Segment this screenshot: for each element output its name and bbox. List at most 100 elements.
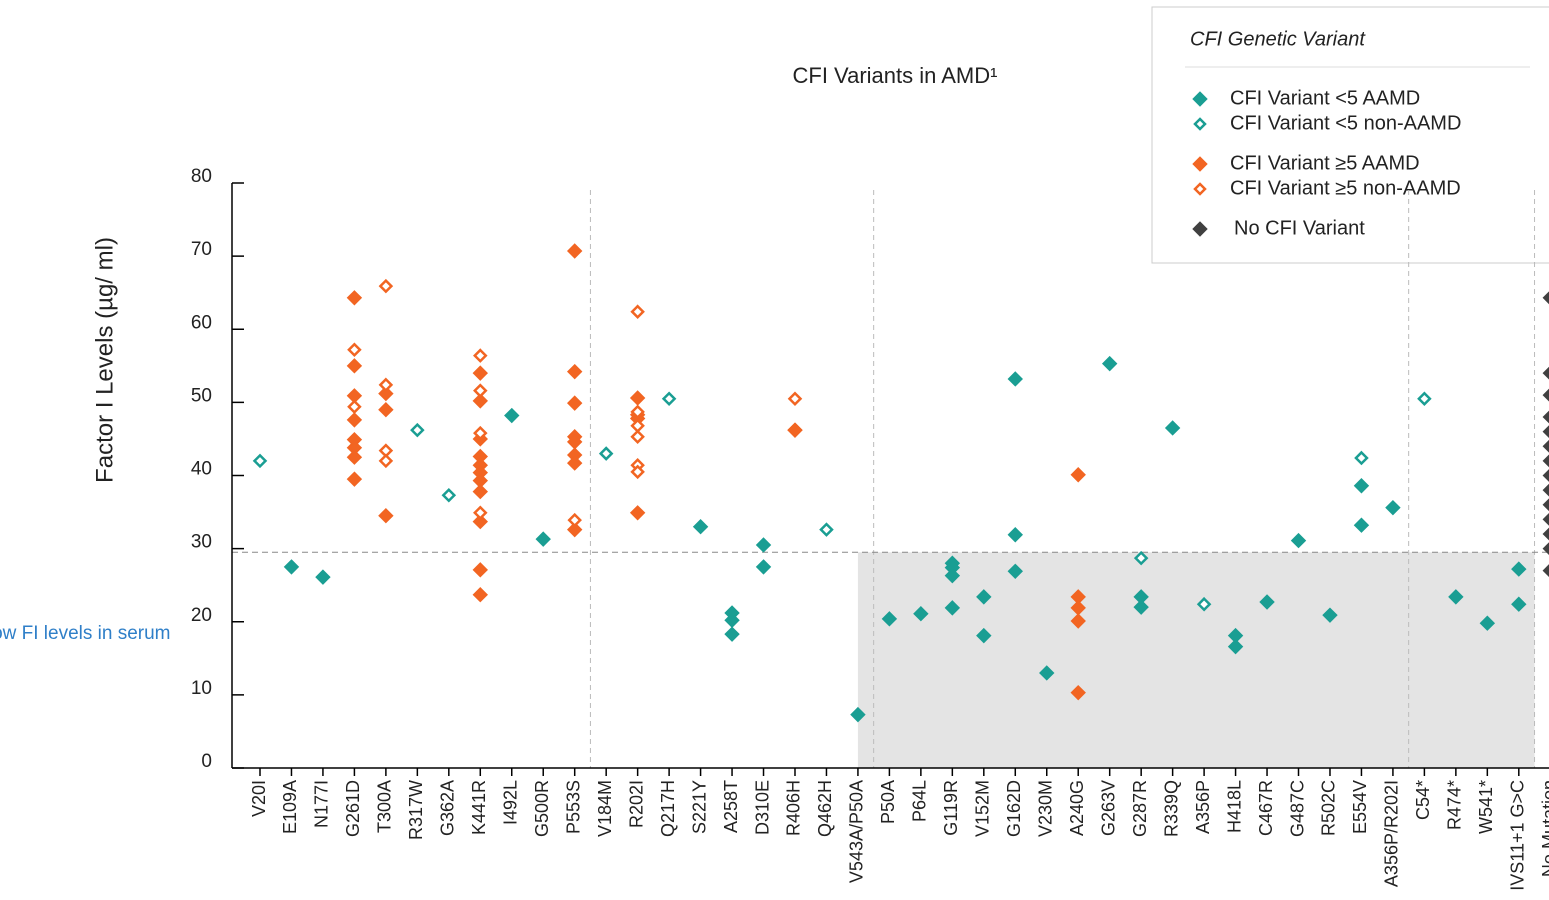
data-point xyxy=(472,483,488,500)
data-point xyxy=(566,243,583,259)
data-point xyxy=(252,453,268,469)
data-point xyxy=(346,290,363,306)
x-tick-label: A356P/R202I xyxy=(1382,780,1402,887)
data-point xyxy=(1542,498,1549,512)
data-point xyxy=(346,358,363,374)
data-point xyxy=(347,342,362,357)
data-point xyxy=(1385,499,1401,516)
legend-label: CFI Variant <5 non-AAMD xyxy=(1230,112,1461,134)
legend-label: CFI Variant ≥5 AAMD xyxy=(1230,152,1420,174)
data-point xyxy=(1542,425,1549,439)
x-tick-label: N177I xyxy=(312,780,332,828)
data-point xyxy=(1039,665,1055,681)
data-point xyxy=(315,569,331,585)
data-point xyxy=(850,706,866,723)
data-point xyxy=(346,449,363,465)
data-point xyxy=(472,562,488,578)
x-tick-label: G119R xyxy=(941,780,961,836)
data-point xyxy=(1354,450,1369,466)
legend-marker xyxy=(1193,117,1207,131)
data-point xyxy=(283,559,300,575)
data-point xyxy=(661,391,677,406)
chart-title: CFI Variants in AMD¹ xyxy=(793,63,998,88)
x-tick-label: S221Y xyxy=(689,780,709,834)
data-point xyxy=(1511,561,1527,577)
data-point xyxy=(346,412,363,428)
x-tick-label: E109A xyxy=(280,780,300,834)
data-point xyxy=(787,391,803,406)
x-tick-label: R406H xyxy=(784,780,804,836)
data-point xyxy=(1542,542,1549,556)
x-tick-label: G287R xyxy=(1130,780,1150,837)
legend-marker xyxy=(1192,156,1208,172)
data-point xyxy=(629,505,646,521)
data-point xyxy=(630,429,645,445)
data-point xyxy=(535,531,551,547)
x-tick-label: R202I xyxy=(626,780,646,828)
data-point xyxy=(1133,550,1149,566)
data-point xyxy=(1542,366,1549,380)
data-point xyxy=(1542,439,1549,453)
legend-label: CFI Variant <5 AAMD xyxy=(1230,87,1420,109)
data-point xyxy=(755,559,772,575)
legend-marker xyxy=(1193,182,1207,196)
annotation: Low FI levels in serum xyxy=(0,623,171,644)
data-point xyxy=(976,589,992,605)
data-point xyxy=(1164,420,1181,436)
x-tick-label: E554V xyxy=(1350,780,1370,834)
data-point xyxy=(1542,388,1549,402)
data-point xyxy=(629,390,646,406)
legend-title: CFI Genetic Variant xyxy=(1190,28,1366,50)
data-point xyxy=(1290,532,1307,549)
x-tick-label: Q462H xyxy=(815,780,835,837)
data-point xyxy=(944,567,961,584)
data-point xyxy=(1542,291,1549,305)
y-tick-label: 50 xyxy=(191,385,212,406)
x-tick-label: V184M xyxy=(595,780,615,837)
data-point xyxy=(441,487,457,503)
x-tick-label: T300A xyxy=(375,780,395,833)
data-point xyxy=(1542,483,1549,497)
data-point xyxy=(881,611,898,627)
data-point xyxy=(724,626,740,642)
x-tick-label: W541* xyxy=(1476,780,1496,834)
data-point xyxy=(1070,467,1086,483)
data-point xyxy=(473,505,488,521)
x-tick-label: No Mutation xyxy=(1539,780,1549,877)
x-tick-label: G487C xyxy=(1287,780,1307,837)
legend-marker xyxy=(1192,221,1208,237)
legend-box xyxy=(1151,6,1549,264)
data-point xyxy=(566,363,583,380)
data-point xyxy=(755,537,772,553)
data-point xyxy=(1479,615,1496,631)
x-tick-label: A240G xyxy=(1067,780,1087,836)
data-point xyxy=(473,348,488,363)
x-tick-label: P64L xyxy=(910,780,930,822)
data-point xyxy=(378,401,394,418)
data-point xyxy=(378,278,394,294)
data-point xyxy=(630,304,645,319)
data-point xyxy=(1070,684,1086,701)
x-tick-label: G263V xyxy=(1098,780,1118,836)
data-point xyxy=(1133,599,1149,615)
x-tick-label: R502C xyxy=(1319,780,1339,836)
data-point xyxy=(692,518,709,535)
x-tick-label: V20I xyxy=(249,780,269,817)
data-point xyxy=(1448,589,1464,605)
data-point xyxy=(347,399,362,415)
data-point xyxy=(630,464,645,480)
x-tick-label: V230M xyxy=(1036,780,1056,837)
data-point xyxy=(1322,607,1338,623)
y-axis-label: Factor I Levels (µg/ ml) xyxy=(91,237,118,483)
data-point xyxy=(472,586,488,603)
data-point xyxy=(410,422,425,438)
y-tick-label: 40 xyxy=(191,459,212,480)
legend-label: CFI Variant ≥5 non-AAMD xyxy=(1230,177,1461,199)
x-tick-label: G500R xyxy=(532,780,552,837)
data-point xyxy=(472,513,488,530)
data-point xyxy=(1007,527,1023,543)
x-tick-label: H418L xyxy=(1224,780,1244,833)
x-tick-label: A356P xyxy=(1193,780,1213,834)
data-point xyxy=(787,422,803,438)
data-point xyxy=(378,508,394,524)
